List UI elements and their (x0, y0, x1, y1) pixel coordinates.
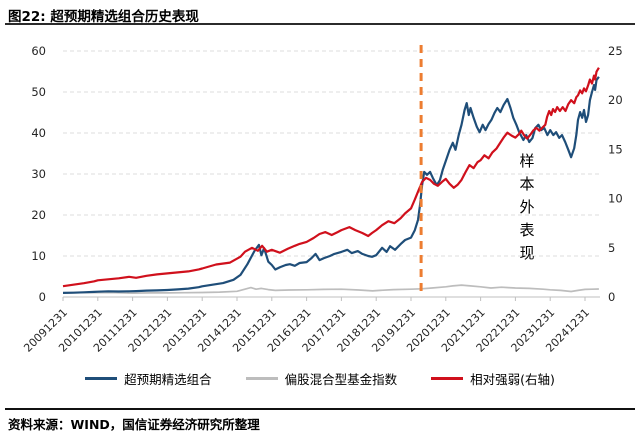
legend-label-portfolio: 超预期精选组合 (124, 371, 212, 387)
legend-label-fund-index: 偏股混合型基金指数 (284, 371, 398, 387)
series-line-portfolio (62, 76, 600, 294)
left-axis-label: 60 (31, 44, 46, 58)
legend-item-fund-index: 偏股混合型基金指数 (245, 369, 398, 388)
title-divider (5, 23, 635, 25)
left-axis-label: 0 (39, 290, 46, 304)
legend-label-relative-strength: 相对强弱(右轴) (470, 371, 555, 387)
right-axis-label: 20 (608, 93, 623, 107)
legend-item-portfolio: 超预期精选组合 (85, 369, 212, 388)
right-axis-label: 10 (608, 192, 623, 206)
legend-swatch-relative-strength (431, 376, 464, 380)
series-line-fund-index (62, 284, 599, 294)
right-axis-label: 15 (608, 142, 623, 156)
legend-swatch-fund-index (245, 376, 278, 380)
left-axis-label: 50 (31, 85, 46, 99)
legend-item-relative-strength: 相对强弱(右轴) (431, 369, 555, 388)
footer-divider (5, 408, 635, 410)
right-axis-label: 25 (608, 44, 623, 58)
left-axis-label: 40 (31, 126, 46, 140)
series-line-relative-strength (62, 67, 600, 288)
left-axis-label: 30 (31, 167, 46, 181)
source-note: 资料来源：WIND，国信证券经济研究所整理 (8, 417, 260, 432)
right-axis-label: 0 (608, 290, 615, 304)
left-axis-label: 10 (31, 249, 46, 263)
right-axis-label: 5 (608, 241, 615, 255)
chart-legend: 超预期精选组合 偏股混合型基金指数 相对强弱(右轴) (0, 367, 640, 389)
out-of-sample-annotation: 样 本 外 表 现 (519, 152, 535, 262)
figure-title: 图22: 超预期精选组合历史表现 (8, 9, 199, 25)
legend-swatch-portfolio (85, 376, 118, 380)
left-axis-label: 20 (31, 208, 46, 222)
